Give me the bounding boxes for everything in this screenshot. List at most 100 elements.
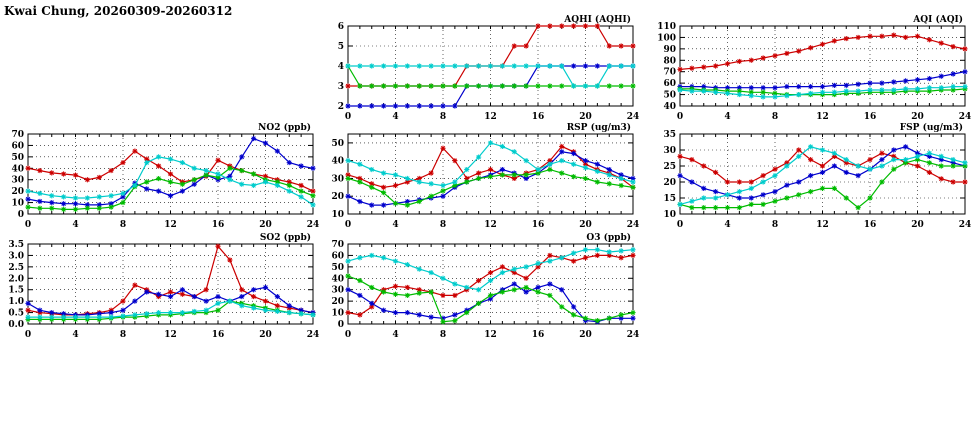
x-tick-label: 24 (627, 220, 640, 230)
x-tick-label: 24 (959, 112, 972, 122)
x-tick-label: 20 (259, 330, 272, 340)
chart-fsp: 10 15 20 25 30 35 0 4 8 12 16 20 24 FSP (ug/m3) (652, 120, 973, 234)
series-markers-green (25, 165, 316, 213)
series-line-cyan (347, 249, 634, 291)
x-tick-label: 24 (307, 330, 320, 340)
y-tick-label: 100 (657, 33, 676, 43)
x-tick-label: 0 (677, 112, 683, 122)
y-tick-label: 6 (338, 22, 344, 32)
chart-rsp: 10 20 30 40 50 0 4 8 12 16 20 24 RSP (ug/m3) (320, 120, 641, 234)
x-tick-label: 24 (627, 112, 640, 122)
y-tick-label: 2.0 (8, 274, 24, 284)
x-tick-label: 4 (392, 112, 398, 122)
y-tick-label: 60 (11, 141, 24, 151)
x-tick-label: 8 (440, 330, 446, 340)
y-tick-label: 1.0 (8, 297, 24, 307)
chart-o3: 0 10 20 30 40 50 60 70 0 4 8 12 16 20 24 O3 (ppb) (320, 230, 641, 344)
y-tick-label: 3 (338, 82, 344, 92)
y-tick-label: 2 (338, 102, 344, 112)
x-tick-label: 16 (864, 220, 877, 230)
chart-aqi: 40 50 60 70 80 90 100 110 0 4 8 12 16 20 24 AQI (AQI) (652, 12, 973, 126)
y-tick-label: 70 (663, 68, 676, 78)
y-tick-label: 0 (338, 320, 344, 330)
x-tick-label: 12 (816, 220, 829, 230)
y-tick-label: 15 (663, 194, 676, 204)
x-tick-label: 16 (532, 220, 545, 230)
y-tick-label: 0 (18, 210, 24, 220)
y-tick-label: 50 (331, 139, 344, 149)
y-tick-label: 35 (663, 130, 676, 140)
y-tick-label: 30 (11, 176, 24, 186)
y-tick-label: 10 (11, 199, 24, 209)
y-tick-label: 10 (331, 210, 344, 220)
x-tick-label: 0 (25, 330, 31, 340)
y-tick-label: 1.5 (8, 286, 24, 296)
x-tick-label: 8 (440, 112, 446, 122)
plot-frame (27, 243, 314, 325)
rsp-plot: 10 20 30 40 50 0 4 8 12 16 20 24 RSP (ug/m3) (331, 122, 640, 230)
x-tick-label: 16 (864, 112, 877, 122)
y-tick-label: 10 (663, 210, 676, 220)
series-markers-red (677, 32, 968, 73)
series-line-cyan (679, 146, 966, 205)
y-tick-label: 70 (331, 240, 344, 250)
y-tick-label: 20 (11, 187, 24, 197)
y-tick-label: 50 (11, 153, 24, 163)
series-markers-cyan (25, 298, 316, 320)
x-tick-label: 0 (345, 112, 351, 122)
x-tick-label: 8 (120, 330, 126, 340)
series-markers-cyan (345, 63, 636, 89)
x-tick-label: 24 (307, 220, 320, 230)
y-tick-label: 3.0 (8, 251, 24, 261)
x-tick-label: 20 (259, 220, 272, 230)
chart-title: NO2 (ppb) (258, 122, 311, 133)
series-markers-blue (677, 144, 968, 201)
chart-aqhi: 2 3 4 5 6 0 4 8 12 16 20 24 AQHI (AQHI) (320, 12, 641, 126)
y-tick-label: 40 (331, 274, 344, 284)
x-tick-label: 8 (772, 220, 778, 230)
x-tick-label: 16 (532, 330, 545, 340)
y-tick-label: 30 (331, 286, 344, 296)
y-tick-label: 10 (331, 309, 344, 319)
y-tick-label: 3.5 (8, 240, 24, 250)
page-title: Kwai Chung, 20260309-20260312 (4, 4, 233, 18)
y-tick-label: 50 (663, 91, 676, 101)
x-tick-label: 16 (212, 330, 225, 340)
x-tick-label: 16 (532, 112, 545, 122)
y-tick-label: 0.5 (8, 309, 24, 319)
plot-frame (27, 133, 314, 215)
series-markers-cyan (25, 154, 316, 208)
chart-so2: 0.0 0.5 1.0 1.5 2.0 2.5 3.0 3.5 0 4 8 12 16 20 24 SO2 (… (0, 230, 321, 344)
x-tick-label: 20 (911, 112, 924, 122)
x-tick-label: 12 (164, 330, 177, 340)
x-tick-label: 12 (484, 330, 497, 340)
y-tick-label: 50 (331, 263, 344, 273)
series-markers-green (345, 166, 636, 208)
x-tick-label: 0 (345, 220, 351, 230)
x-tick-label: 20 (579, 220, 592, 230)
chart-title: O3 (ppb) (586, 232, 631, 243)
chart-title: AQI (AQI) (912, 14, 963, 25)
x-tick-label: 0 (677, 220, 683, 230)
chart-title: RSP (ug/m3) (567, 122, 631, 133)
y-tick-label: 20 (663, 178, 676, 188)
series-markers-green (345, 273, 636, 325)
x-tick-label: 4 (392, 220, 398, 230)
y-tick-label: 40 (11, 164, 24, 174)
y-tick-label: 110 (657, 22, 676, 32)
y-tick-label: 60 (331, 251, 344, 261)
x-tick-label: 12 (816, 112, 829, 122)
x-tick-label: 24 (959, 220, 972, 230)
plot-frame (679, 25, 966, 107)
x-tick-label: 24 (627, 330, 640, 340)
x-tick-label: 0 (345, 330, 351, 340)
chart-no2: 0 10 20 30 40 50 60 70 0 4 8 12 16 20 24 NO2 (ppb) (0, 120, 321, 234)
y-tick-label: 40 (663, 102, 676, 112)
x-tick-label: 12 (484, 112, 497, 122)
series-markers-cyan (345, 247, 636, 293)
y-tick-label: 70 (11, 130, 24, 140)
x-tick-label: 0 (25, 220, 31, 230)
y-tick-label: 90 (663, 45, 676, 55)
y-tick-label: 20 (331, 297, 344, 307)
